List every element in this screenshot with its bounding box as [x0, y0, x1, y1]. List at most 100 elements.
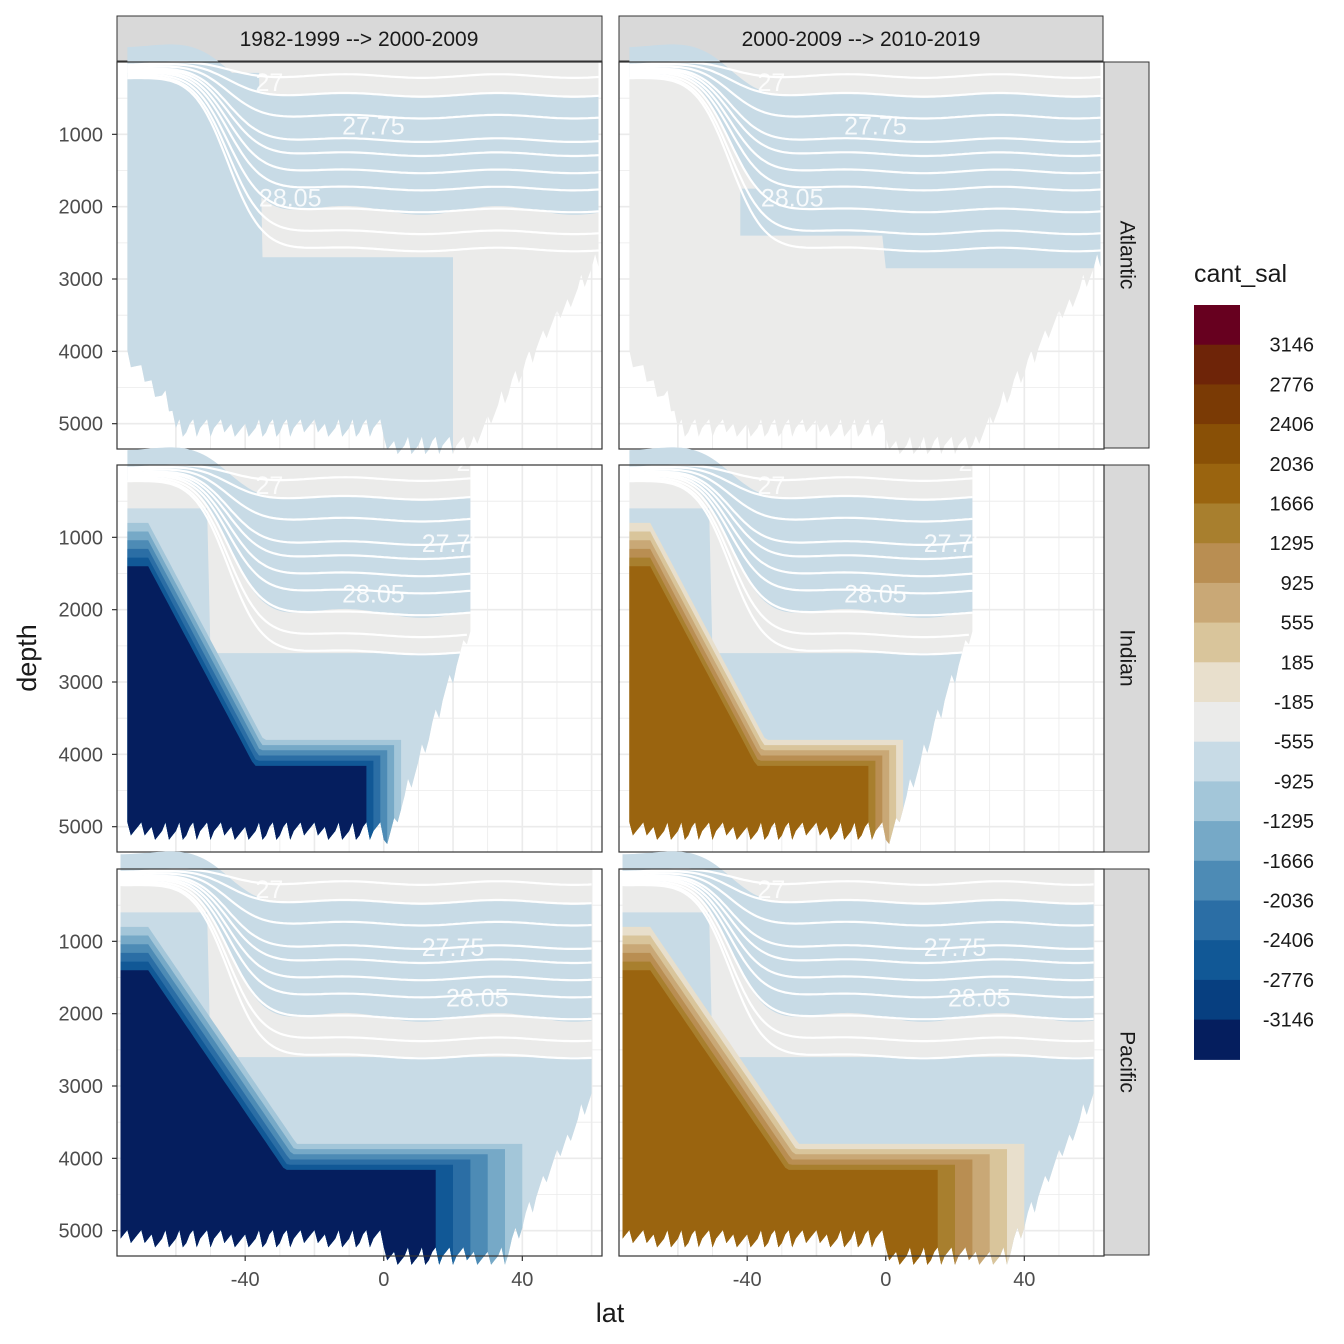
isopycnal-line: [629, 65, 1101, 120]
panel-border: [116, 868, 603, 1257]
contour-fills: [622, 851, 1094, 1265]
isopycnal-label: 27.75: [924, 934, 987, 962]
isopycnal-line: [127, 63, 599, 98]
isopycnal-line: [629, 73, 1101, 214]
isopycnal-line: [120, 883, 592, 1060]
legend-swatch: [1194, 900, 1240, 941]
y-tick-label: 2000: [59, 600, 104, 622]
legend-swatch: [1194, 781, 1240, 822]
row-strip-atlantic: Atlantic: [1103, 61, 1150, 449]
legend-swatch: [1194, 384, 1240, 425]
legend-label: 2406: [1270, 414, 1315, 436]
panel-atlantic-1: 27 27.75 28.05: [116, 44, 603, 455]
isopycnal-line: [629, 479, 963, 656]
isopycnal-line: [127, 73, 599, 214]
isopycnal-label: 28.05: [259, 185, 322, 213]
isopycnal-line: [629, 67, 1101, 143]
legend-title: cant_sal: [1194, 260, 1287, 288]
isopycnal-label: 27: [256, 876, 284, 904]
isopycnal-line: [622, 880, 1094, 1021]
y-tick-label: 2000: [59, 197, 104, 219]
panel-border: [618, 61, 1105, 450]
legend-label: -185: [1274, 692, 1314, 714]
legend: cant_sal 3146 2776 2406 2036 1666 1295 925 555 1…: [1194, 260, 1314, 1060]
legend-label: 925: [1281, 573, 1314, 595]
isopycnal-line: [120, 877, 592, 982]
panel-pacific-1: 27 27.75 28.05: [116, 851, 603, 1265]
y-tick-label: 1000: [59, 527, 104, 549]
legend-swatch: [1194, 424, 1240, 465]
contour-fills: [127, 447, 471, 844]
isopycnal-label: 28.05: [342, 580, 405, 608]
y-tick-label: 4000: [59, 1148, 104, 1170]
isopycnal-label: 27.75: [422, 934, 485, 962]
contour-band: [120, 970, 436, 1265]
y-tick-label: 5000: [59, 414, 104, 436]
isopycnal-line: [629, 468, 973, 523]
panels: 2727.7528.052727.7528.05262727.7528.0526…: [116, 44, 1105, 1265]
column-strip-label-1: 1982-1999 --> 2000-2009: [240, 28, 479, 51]
legend-swatch: [1194, 305, 1240, 346]
isopycnal-line: [629, 68, 1101, 158]
isopycnal-line: [622, 883, 1094, 1060]
legend-label: 185: [1281, 652, 1314, 674]
panel-border: [116, 464, 603, 853]
isopycnal-lines: [622, 868, 1094, 1060]
isopycnal-label: 28.05: [761, 185, 824, 213]
isopycnal-line: [127, 466, 471, 501]
y-tick-label: 5000: [59, 817, 104, 839]
isopycnal-line: [629, 61, 1101, 80]
isopycnal-line: [120, 880, 592, 1021]
legend-label: 3146: [1270, 335, 1315, 357]
isopycnal-line: [127, 472, 471, 561]
legend-label: -2406: [1263, 930, 1314, 952]
legend-swatch: [1194, 503, 1240, 544]
row-strip-indian: Indian: [1103, 464, 1150, 853]
y-tick-label: 3000: [59, 1076, 104, 1098]
isopycnal-label: 27.75: [924, 530, 987, 558]
isopycnal-line: [120, 870, 592, 905]
legend-swatch: [1194, 860, 1240, 902]
isopycnal-line: [629, 76, 1101, 253]
isopycnal-label: 27: [758, 876, 786, 904]
isopycnal-line: [127, 476, 471, 617]
isopycnal-line: [120, 872, 592, 927]
isopycnal-line: [629, 466, 973, 501]
legend-label: -2036: [1263, 891, 1314, 913]
isopycnal-line: [120, 878, 592, 999]
x-tick-label: -40: [733, 1269, 762, 1291]
contour-fills: [629, 447, 973, 844]
isopycnal-line: [629, 475, 973, 595]
legend-label: 2776: [1270, 374, 1315, 396]
isopycnal-label: 27: [256, 69, 284, 97]
isopycnal-line: [622, 875, 1094, 965]
contour-fills: [127, 44, 599, 455]
isopycnal-lines: [629, 61, 1101, 253]
y-tick-label: 1000: [59, 931, 104, 953]
isopycnal-line: [127, 475, 471, 595]
isopycnal-line: [120, 882, 592, 1043]
isopycnal-line: [127, 470, 471, 547]
legend-labels: 3146 2776 2406 2036 1666 1295 925 555 185 -185 -55…: [1263, 335, 1314, 1032]
y-tick-label: 2000: [59, 1004, 104, 1026]
legend-swatch: [1194, 940, 1240, 981]
legend-colorbar: [1194, 305, 1240, 1060]
isopycnal-line: [622, 874, 1094, 951]
isopycnal-line: [120, 868, 592, 887]
isopycnal-line: [127, 71, 599, 192]
isopycnal-line: [629, 478, 969, 639]
isopycnal-line: [629, 473, 973, 578]
isopycnal-line: [629, 470, 973, 547]
legend-label: 1666: [1270, 494, 1315, 516]
isopycnal-label: 27.75: [422, 530, 485, 558]
isopycnal-line: [127, 75, 599, 236]
legend-swatch: [1194, 702, 1240, 743]
isopycnal-line: [127, 473, 471, 578]
isopycnal-label: 27: [758, 69, 786, 97]
isopycnal-line: [622, 878, 1094, 999]
legend-label: -2776: [1263, 970, 1314, 992]
isopycnal-line: [127, 479, 461, 656]
legend-swatch: [1194, 543, 1240, 584]
isopycnal-label: 26: [958, 449, 986, 477]
